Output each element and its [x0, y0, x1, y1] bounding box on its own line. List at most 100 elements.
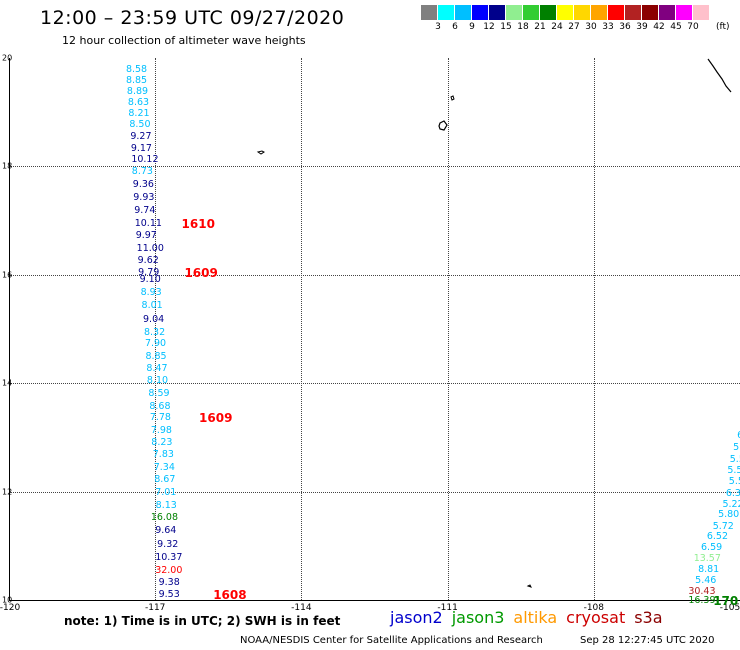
color-scale-swatch	[489, 5, 506, 20]
color-scale-tick-label: 24	[551, 22, 563, 32]
longitude-grid-line	[593, 58, 595, 600]
wave-height-observation: 10.37	[155, 552, 183, 564]
page-title: 12:00 – 23:59 UTC 09/27/2020	[40, 7, 345, 29]
pass-time-label: 170	[713, 594, 739, 609]
wave-height-observation: 8.32	[143, 326, 166, 338]
wave-height-observation: 5.53	[728, 476, 740, 488]
color-scale-swatch	[557, 5, 574, 20]
wave-height-observation: 9.32	[157, 539, 179, 551]
wave-height-observation: 7.78	[149, 412, 171, 424]
color-scale-tick-label: 36	[619, 22, 631, 32]
pass-time-label: 1608	[213, 588, 247, 603]
footer-credit: NOAA/NESDIS Center for Satellite Applica…	[240, 635, 543, 646]
wave-height-observation: 6.35	[725, 487, 740, 499]
wave-height-observation: 7.01	[155, 486, 177, 498]
wave-height-observation: 7.90	[144, 338, 167, 350]
wave-height-observation: 16.39	[688, 595, 716, 607]
color-scale-tick-label: 21	[534, 22, 546, 32]
wave-height-observation: 8.73	[131, 165, 153, 177]
wave-height-observation: 11.00	[136, 242, 164, 254]
wave-height-observation: 8.67	[154, 474, 176, 486]
latitude-label: 18	[2, 161, 13, 171]
wave-height-observation: 8.89	[126, 86, 149, 98]
wave-height-observation: 8.47	[146, 363, 168, 375]
color-scale-tick-label: 15	[500, 22, 512, 32]
wave-height-observation: 8.23	[151, 437, 173, 449]
wave-height-observation: 9.97	[135, 230, 157, 242]
longitude-label: -117	[144, 603, 166, 613]
wave-height-observation: 9.10	[139, 274, 161, 286]
wave-height-observation: 9.79	[138, 266, 160, 278]
longitude-label: -111	[437, 603, 458, 613]
wave-height-observation: 8.68	[149, 400, 171, 412]
color-scale-swatch	[676, 5, 693, 20]
satellite-legend: jason2 jason3 altika cryosat s3a	[390, 608, 672, 627]
pass-time-label: 1610	[181, 217, 215, 232]
wave-height-observation: 8.93	[140, 287, 162, 299]
wave-height-observation: 5	[733, 442, 740, 454]
color-scale-swatch	[574, 5, 591, 20]
wave-height-observation: 9.74	[134, 204, 156, 216]
island-roca-partida	[450, 95, 455, 101]
island-small	[526, 584, 532, 588]
longitude-grid-line	[301, 58, 303, 600]
latitude-grid-line	[10, 166, 740, 168]
wave-height-observation: 32.00	[155, 564, 183, 576]
island-clarion	[256, 150, 265, 155]
wave-height-observation: 10.12	[131, 153, 159, 165]
longitude-label: -120	[0, 603, 21, 613]
wave-height-observation: 8.58	[125, 64, 148, 76]
wave-height-observation: 8.85	[125, 75, 148, 87]
color-scale-swatch	[540, 5, 557, 20]
wave-height-observation: 8.59	[148, 388, 170, 400]
wave-height-observation: 8.50	[129, 118, 151, 130]
wave-height-observation: 8.13	[155, 499, 177, 511]
color-scale-swatch	[591, 5, 608, 20]
color-scale-swatch	[642, 5, 659, 20]
wave-height-observation: 6	[737, 431, 740, 441]
wave-height-observation: 16.08	[150, 512, 179, 524]
wave-height-observation: 6.52	[706, 531, 729, 543]
legend-item-altika: altika	[513, 608, 558, 627]
footer-note: note: 1) Time is in UTC; 2) SWH is in fe…	[64, 614, 341, 628]
wave-height-observation: 7.98	[150, 424, 172, 436]
color-scale-tick-label: 70	[687, 22, 699, 32]
color-scale-swatch	[472, 5, 489, 20]
longitude-label: -105	[719, 603, 740, 613]
color-scale-swatch	[421, 5, 438, 20]
color-scale-swatch	[506, 5, 523, 20]
page-subtitle: 12 hour collection of altimeter wave hei…	[62, 34, 306, 47]
color-scale-swatch	[693, 5, 710, 20]
longitude-label: -108	[583, 603, 605, 613]
map-frame-left	[9, 58, 10, 601]
wave-height-observation: 10.11	[134, 218, 162, 230]
color-scale-swatch	[455, 5, 472, 20]
color-scale-labels: 3 6 9 12 15 18 21 24 27 30 33 36 39 42 45 70	[421, 22, 740, 34]
latitude-label: 12	[2, 487, 13, 497]
longitude-grid-line	[447, 58, 449, 600]
color-scale-tick-label: 45	[670, 22, 682, 32]
pass-time-label: 1609	[184, 265, 218, 280]
legend-item-jason2: jason2	[390, 608, 443, 627]
color-scale-tick-label: 9	[469, 22, 475, 32]
legend-item-s3a: s3a	[634, 608, 663, 627]
wave-height-observation: 9.36	[132, 178, 154, 190]
wave-height-observation: 5.46	[695, 575, 717, 587]
color-scale-tick-label: 27	[568, 22, 580, 32]
color-scale-tick-label: 12	[483, 22, 495, 32]
wave-height-observation: 9.93	[133, 191, 155, 203]
wave-height-observation: 9.64	[155, 524, 177, 536]
longitude-label: -114	[291, 603, 312, 613]
wave-height-observation: 9.04	[143, 313, 165, 325]
wave-height-observation: 9.62	[137, 254, 159, 266]
wave-height-observation: 6.59	[701, 541, 723, 553]
wave-height-observation: 5.5	[729, 453, 740, 465]
latitude-grid-line	[10, 383, 740, 385]
wave-height-observation: 8.63	[127, 96, 150, 108]
color-scale-tick-label: 6	[452, 22, 458, 32]
color-scale-swatch	[438, 5, 455, 20]
island-socorro	[438, 120, 448, 131]
latitude-label: 10	[2, 595, 13, 605]
